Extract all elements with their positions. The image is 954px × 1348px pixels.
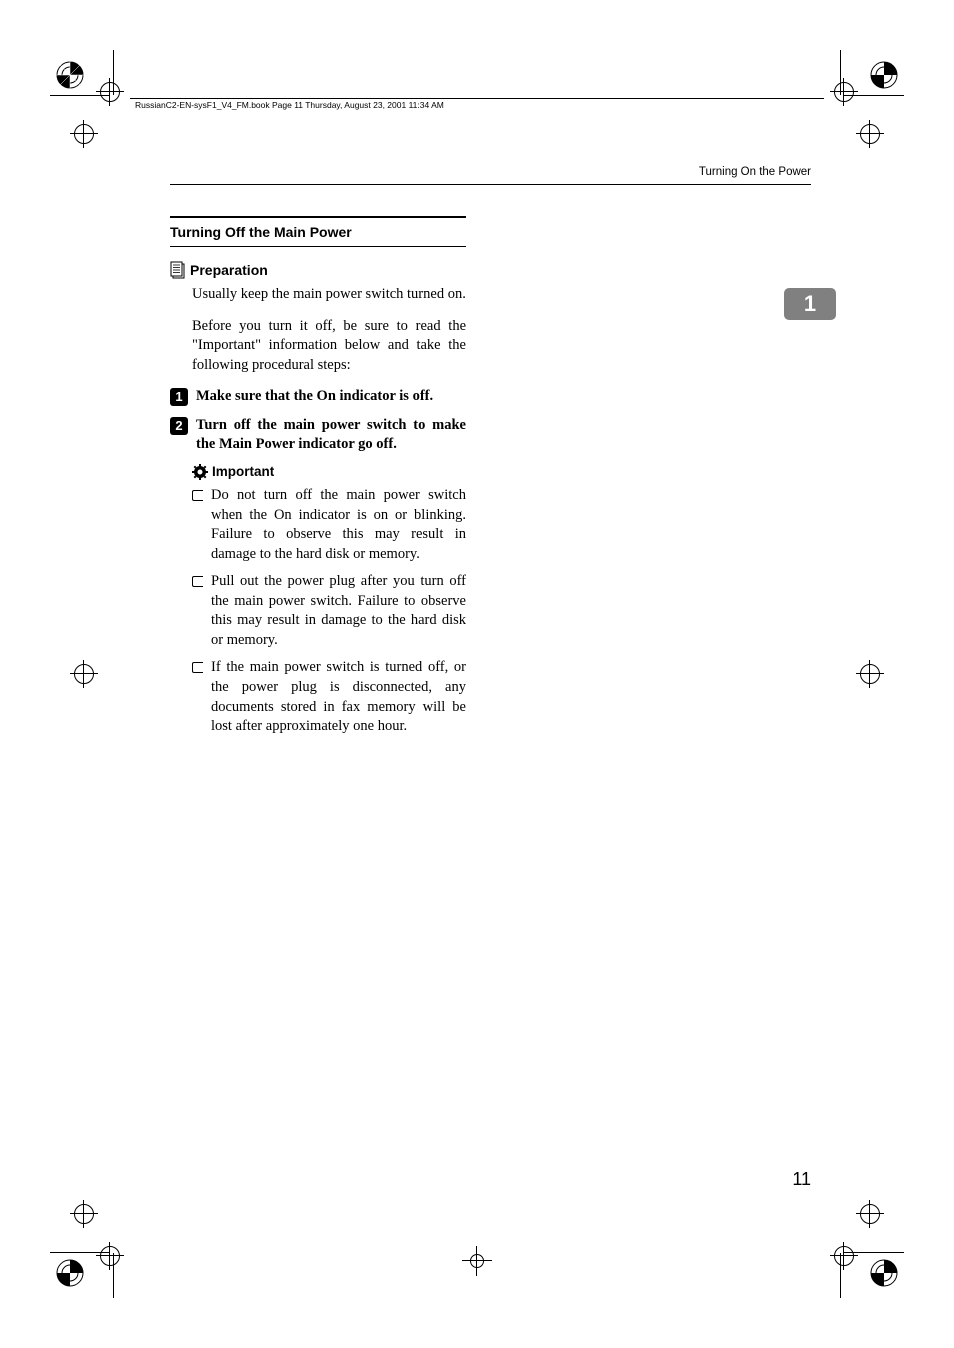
crosshair-mark	[70, 660, 98, 688]
step-text: Make sure that the On indicator is off.	[196, 387, 433, 406]
reg-mark-bottom-right	[869, 1258, 899, 1288]
crosshair-mark	[856, 120, 884, 148]
bullet-text: Pull out the power plug after you turn o…	[211, 572, 466, 650]
section-rule	[170, 216, 466, 218]
gear-icon	[192, 464, 208, 480]
step-text: Turn off the main power switch to make t…	[196, 416, 466, 454]
section-rule	[170, 246, 466, 247]
chapter-tab: 1	[784, 288, 836, 320]
header-file-info: RussianC2-EN-sysF1_V4_FM.book Page 11 Th…	[135, 100, 444, 110]
important-label: Important	[212, 464, 274, 479]
crosshair-mark	[856, 660, 884, 688]
reg-mark-top-left	[55, 60, 85, 90]
bullet-text: Do not turn off the main power switch wh…	[211, 486, 466, 564]
section-title: Turning Off the Main Power	[170, 224, 466, 240]
important-bullet-3: If the main power switch is turned off, …	[192, 658, 466, 736]
crosshair-mark	[70, 1200, 98, 1228]
preparation-paragraph-1: Usually keep the main power switch turne…	[192, 285, 466, 305]
running-header: Turning On the Power	[699, 166, 811, 178]
preparation-label: Preparation	[190, 262, 268, 278]
notes-icon	[170, 261, 184, 279]
important-bullet-2: Pull out the power plug after you turn o…	[192, 572, 466, 650]
step-1: 1 Make sure that the On indicator is off…	[170, 387, 466, 406]
bullet-icon	[192, 576, 203, 587]
step-number-badge: 1	[170, 388, 188, 406]
preparation-header: Preparation	[170, 261, 466, 279]
page-header-rule	[170, 184, 811, 185]
step-2: 2 Turn off the main power switch to make…	[170, 416, 466, 454]
header-divider	[130, 98, 824, 99]
crosshair-mark	[70, 120, 98, 148]
reg-mark-top-right	[869, 60, 899, 90]
step-number-badge: 2	[170, 417, 188, 435]
crosshair-mark	[856, 1200, 884, 1228]
page-number: 11	[792, 1169, 811, 1190]
bullet-icon	[192, 662, 203, 673]
important-bullet-1: Do not turn off the main power switch wh…	[192, 486, 466, 564]
preparation-paragraph-2: Before you turn it off, be sure to read …	[192, 317, 466, 376]
crosshair-center	[462, 1246, 492, 1276]
content-column: Turning Off the Main Power Preparation U…	[170, 216, 466, 745]
bullet-icon	[192, 490, 203, 501]
important-header: Important	[192, 464, 466, 480]
reg-mark-bottom-left	[55, 1258, 85, 1288]
bullet-text: If the main power switch is turned off, …	[211, 658, 466, 736]
crosshair-mark	[830, 1242, 858, 1270]
crosshair-mark	[96, 1242, 124, 1270]
crosshair-mark	[96, 78, 124, 106]
crosshair-mark	[830, 78, 858, 106]
